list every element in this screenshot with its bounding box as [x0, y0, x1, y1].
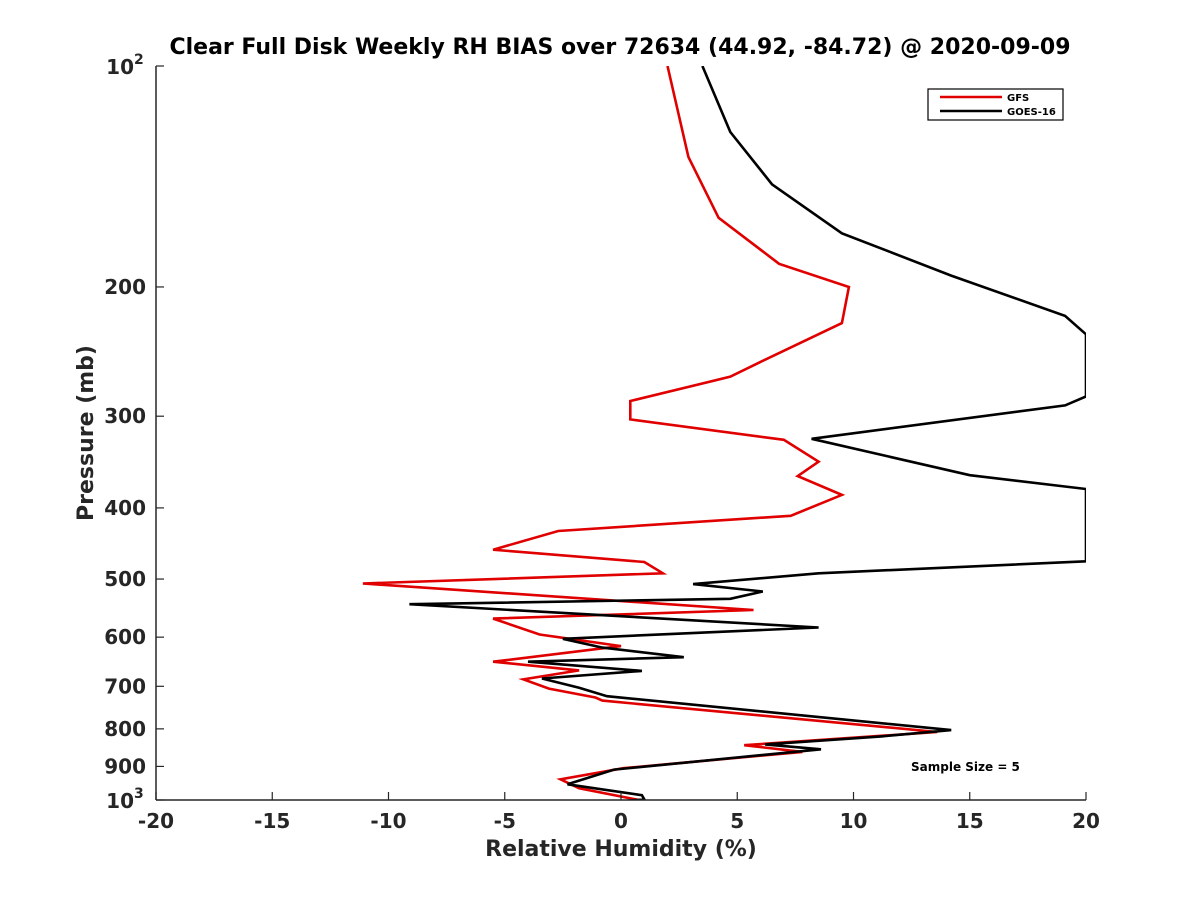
legend-label-gfs: GFS [1007, 93, 1029, 104]
y-tick-label: 10 [106, 55, 134, 79]
x-tick-label: 5 [730, 809, 744, 833]
x-ticks: -20 -15 -10 -5 0 5 10 15 20 [138, 792, 1100, 833]
chart-title: Clear Full Disk Weekly RH BIAS over 7263… [169, 35, 1070, 60]
x-tick-label: 15 [956, 809, 984, 833]
y-tick-label: 700 [104, 674, 146, 698]
y-tick-label: 500 [104, 567, 146, 591]
y-tick-label: 900 [104, 754, 146, 778]
y-tick-label: 300 [104, 404, 146, 428]
y-tick-label: 10 [106, 789, 134, 813]
legend-box [927, 88, 1064, 121]
y-tick-label: 400 [104, 496, 146, 520]
x-tick-label: 20 [1072, 809, 1100, 833]
legend-label-goes-16: GOES-16 [1007, 107, 1056, 118]
sample-size-annotation: Sample Size = 5 [911, 760, 1020, 774]
x-tick-label: -15 [254, 809, 290, 833]
x-tick-label: 0 [614, 809, 628, 833]
series-layer [362, 66, 1086, 800]
y-tick-label: 600 [104, 625, 146, 649]
x-tick-label: -20 [138, 809, 174, 833]
x-axis-label: Relative Humidity (%) [485, 837, 757, 862]
legend: GFS GOES-16 [927, 88, 1064, 121]
y-tick-label-exponent: 2 [134, 52, 144, 68]
y-tick-label: 800 [104, 717, 146, 741]
y-tick-label: 200 [104, 275, 146, 299]
series-line-goes-16 [409, 66, 1086, 800]
x-tick-label: -5 [494, 809, 516, 833]
y-axis-label: Pressure (mb) [74, 345, 99, 521]
x-tick-label: -10 [370, 809, 406, 833]
y-tick-label-exponent: 3 [134, 786, 144, 802]
x-tick-label: 10 [840, 809, 868, 833]
